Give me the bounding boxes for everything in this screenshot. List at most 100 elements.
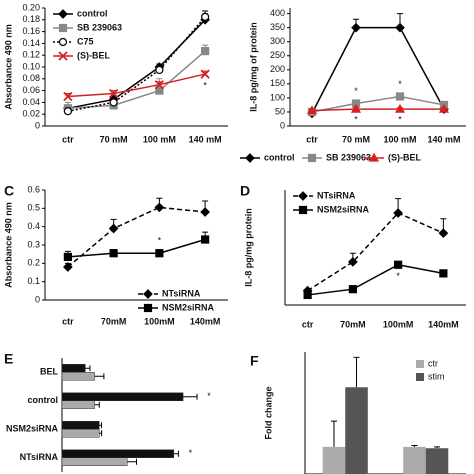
y-tick-label: 100 xyxy=(270,92,285,102)
marker xyxy=(108,223,119,234)
marker xyxy=(348,285,357,294)
annotation: * xyxy=(189,448,193,458)
x-tick-label: 100mM xyxy=(383,319,414,329)
y-tick-label: 0.4 xyxy=(27,221,40,231)
legend-label: stim xyxy=(428,371,445,381)
marker xyxy=(155,65,164,75)
marker xyxy=(438,103,450,113)
marker xyxy=(201,46,210,56)
marker xyxy=(307,153,317,163)
y-tick-label: 0.12 xyxy=(22,50,40,60)
marker xyxy=(109,98,118,107)
marker xyxy=(303,290,312,300)
y-tick-label: 0.04 xyxy=(22,97,40,107)
x-tick-label: 140mM xyxy=(190,316,221,326)
y-tick-label: 0.20 xyxy=(22,2,40,12)
x-tick-label: 70mM xyxy=(340,319,366,329)
y-tick-label: 0 xyxy=(35,120,40,130)
y-tick-label: 0.10 xyxy=(22,61,40,71)
y-axis-label: Fold change xyxy=(263,386,273,439)
marker xyxy=(154,202,165,213)
marker xyxy=(63,107,72,116)
series-line xyxy=(67,50,206,110)
y-tick-label: 0.06 xyxy=(22,85,40,95)
annotation: * xyxy=(354,86,358,96)
y-tick-label: 150 xyxy=(270,78,285,88)
y-axis-label: IL-8 pg/mg protein xyxy=(243,208,253,287)
bar xyxy=(345,387,368,474)
series-line xyxy=(311,26,445,114)
legend-label: C75 xyxy=(77,36,94,46)
error-bar xyxy=(127,458,138,465)
y-tick-label: 0.14 xyxy=(22,38,40,48)
y-axis-label: Absorbance 490 nm xyxy=(3,24,13,110)
marker xyxy=(155,249,164,258)
marker xyxy=(201,235,210,244)
bar xyxy=(403,446,426,474)
y-tick-label: 0.5 xyxy=(27,203,40,213)
marker xyxy=(368,152,380,162)
marker xyxy=(108,88,119,99)
marker xyxy=(154,80,165,90)
panel-label: C xyxy=(4,183,14,199)
y-tick-label: 0.2 xyxy=(27,258,40,268)
panel-label: F xyxy=(250,353,259,369)
marker xyxy=(395,92,405,101)
marker xyxy=(63,262,73,272)
marker xyxy=(306,105,318,115)
marker xyxy=(395,22,405,33)
error-bar xyxy=(99,430,103,437)
annotation: * xyxy=(396,271,400,281)
y-tick-label: 0.1 xyxy=(27,276,40,286)
x-tick-label: 140 mM xyxy=(189,134,222,144)
panel-label: E xyxy=(4,351,13,367)
annotation: * xyxy=(203,80,207,90)
x-tick-label: ctr xyxy=(306,134,318,144)
error-bar xyxy=(411,445,418,447)
x-tick-label: 100 mM xyxy=(383,134,416,144)
y-axis-label: IL-8 pg/mg of protein xyxy=(248,22,258,112)
series-line xyxy=(311,95,445,113)
legend-label: (S)-BEL xyxy=(77,50,110,60)
bar xyxy=(61,421,100,430)
panel-label: D xyxy=(240,183,250,199)
marker xyxy=(438,228,449,238)
x-tick-label: 100mM xyxy=(144,316,175,326)
annotation: * xyxy=(158,236,162,246)
y-tick-label: NTsiRNA xyxy=(20,452,59,462)
y-tick-label: 0.16 xyxy=(22,26,40,36)
annotation: * xyxy=(398,79,402,89)
bar xyxy=(322,446,346,474)
marker xyxy=(200,69,210,79)
x-tick-label: 140mM xyxy=(428,319,459,329)
y-tick-label: 0.3 xyxy=(27,239,40,249)
x-tick-label: 140 mM xyxy=(427,134,460,144)
marker xyxy=(58,23,68,33)
marker xyxy=(63,252,72,262)
x-tick-label: 70mM xyxy=(101,316,127,326)
legend-label: control xyxy=(264,152,295,162)
annotation: * xyxy=(354,115,358,125)
y-tick-label: 400 xyxy=(270,8,285,18)
marker xyxy=(200,207,210,217)
y-tick-label: control xyxy=(28,395,59,405)
y-tick-label: 50 xyxy=(275,106,285,116)
legend-label: NSM2siRNA xyxy=(162,302,215,312)
annotation: * xyxy=(398,115,402,125)
y-tick-label: 0.6 xyxy=(27,184,40,194)
y-tick-label: 0.02 xyxy=(22,109,40,119)
bar xyxy=(61,364,86,373)
error-bar xyxy=(173,450,179,457)
error-bar xyxy=(434,446,441,449)
legend-label: SB 239063 xyxy=(326,152,371,162)
bar xyxy=(61,392,184,401)
series-line xyxy=(67,16,206,112)
marker xyxy=(393,208,403,218)
error-bar xyxy=(85,365,91,372)
legend-swatch xyxy=(416,360,424,368)
bar xyxy=(425,448,449,474)
error-bar xyxy=(353,356,360,388)
marker xyxy=(351,22,361,33)
x-tick-label: 100 mM xyxy=(143,134,176,144)
legend-label: (S)-BEL xyxy=(388,152,421,162)
